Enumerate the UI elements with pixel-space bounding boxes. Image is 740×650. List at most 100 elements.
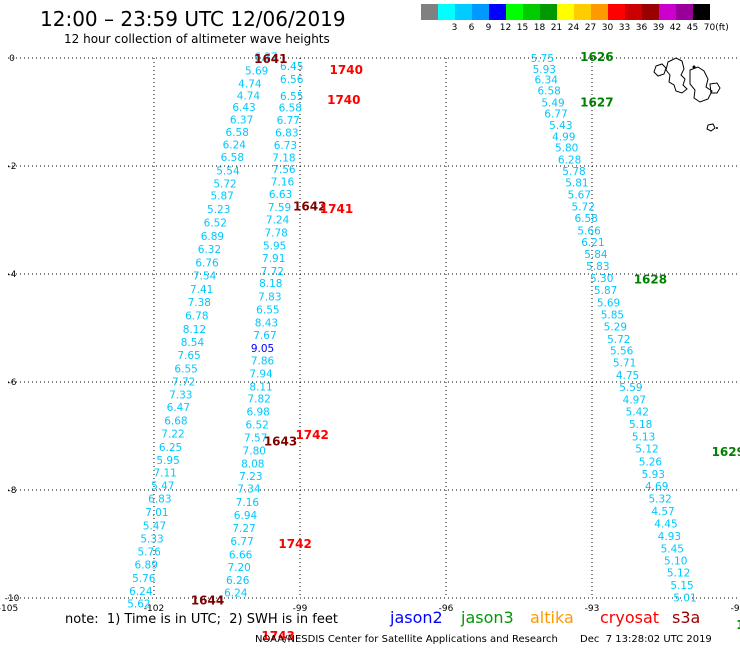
wave-height-value: 5.87: [594, 285, 617, 297]
pass-time-label: 1627: [580, 95, 613, 109]
pass-time-label: 1742: [278, 537, 311, 551]
footer-note: note: 1) Time is in UTC; 2) SWH is in fe…: [65, 612, 338, 627]
legend-swatch: [506, 4, 523, 20]
wave-height-value: 5.15: [670, 580, 693, 592]
legend-swatch: [676, 4, 693, 20]
wave-height-value: 5.47: [151, 481, 174, 493]
pass-time-label: 1643: [264, 434, 297, 448]
generated-timestamp: Dec 7 13:28:02 UTC 2019: [580, 634, 712, 645]
wave-height-value: 7.41: [190, 284, 213, 296]
wave-height-value: 5.95: [263, 240, 286, 252]
legend-swatch: [591, 4, 608, 20]
wave-height-value: 6.66: [229, 549, 253, 561]
wave-height-value: 7.56: [272, 164, 296, 176]
wave-height-value: 6.26: [226, 575, 250, 587]
wave-height-value: 7.23: [239, 471, 262, 483]
lat-tick-label: -4: [8, 270, 17, 280]
wave-height-value: 4.97: [623, 394, 646, 406]
wave-height-value: 6.25: [159, 442, 182, 454]
legend-swatch: [574, 4, 591, 20]
pass-time-label: 1: [736, 618, 740, 632]
legend-label: 30: [601, 23, 614, 33]
legend-swatch: [540, 4, 557, 20]
wave-height-value: 6.68: [164, 415, 187, 427]
legend-swatch: [625, 4, 642, 20]
wave-height-value: 6.56: [280, 74, 304, 86]
pass-time-label: 1628: [634, 272, 667, 286]
legend-swatch: [557, 4, 574, 20]
wave-height-value: 8.43: [255, 318, 278, 330]
wave-height-value: 6.47: [167, 402, 190, 414]
wave-height-value: 6.94: [234, 510, 258, 522]
wave-height-value: 6.55: [174, 364, 197, 376]
pass-time-label: 1742: [295, 428, 328, 442]
galapagos-coastline: [653, 57, 721, 132]
wave-height-value: 6.58: [226, 127, 249, 139]
satellite-name-s3a: s3a: [672, 608, 701, 627]
wave-height-value: 8.18: [259, 278, 282, 290]
wave-height-value: 4.74: [237, 90, 261, 102]
wave-height-value: 6.28: [558, 155, 581, 167]
wave-height-value: 7.67: [253, 330, 276, 342]
wave-height-value: 7.94: [249, 368, 273, 380]
island-outline: [653, 63, 667, 77]
wave-height-value: 5.12: [635, 443, 658, 455]
wave-height-value: 7.18: [272, 152, 295, 164]
wave-height-value: 6.24: [223, 139, 247, 151]
wave-height-value: 6.43: [232, 102, 255, 114]
satellite-name-jason3: jason3: [461, 608, 514, 627]
wave-height-value: 5.69: [245, 65, 268, 77]
wave-height-value: 7.33: [169, 389, 192, 401]
wave-height-value: 6.89: [135, 560, 158, 572]
wave-height-value: 6.76: [195, 258, 219, 270]
wave-height-value: 5.47: [143, 521, 166, 533]
island-outline: [706, 123, 716, 132]
wave-height-value: 7.86: [251, 355, 275, 367]
wave-height-value: 5.49: [541, 97, 564, 109]
wave-height-value: 5.59: [619, 382, 642, 394]
wave-height-value: 6.73: [274, 140, 297, 152]
wave-height-value: 5.87: [210, 191, 233, 203]
wave-height-value: 7.16: [236, 497, 260, 509]
wave-height-value: 6.83: [275, 128, 298, 140]
wave-height-value: 6.58: [574, 213, 597, 225]
wave-height-value: 7.80: [243, 446, 266, 458]
wave-height-value: 5.84: [584, 249, 608, 261]
wave-height-value: 6.58: [279, 103, 302, 115]
wave-height-value: 5.93: [642, 469, 665, 481]
wave-height-value: 7.72: [261, 266, 284, 278]
wave-height-value: 7.01: [145, 507, 168, 519]
island-outline: [709, 82, 721, 94]
wave-height-value: 5.72: [572, 202, 595, 214]
legend-label: 3: [451, 23, 458, 33]
pass-time-label: 1641: [254, 52, 287, 66]
wave-height-value: 4.99: [552, 131, 575, 143]
satellite-name-altika: altika: [530, 608, 574, 627]
wave-height-value: 5.95: [156, 455, 179, 467]
pass-time-label: 1741: [320, 202, 353, 216]
wave-height-value: 5.76: [132, 573, 156, 585]
wave-height-value: 5.42: [626, 407, 649, 419]
legend-swatch: [455, 4, 472, 20]
wave-height-value: 6.45: [280, 61, 303, 73]
island-outline: [689, 66, 713, 103]
lat-tick-label: 0: [9, 54, 15, 64]
wave-height-value: 6.52: [204, 218, 227, 230]
wave-height-value: 7.72: [172, 376, 195, 388]
legend-label: 45: [686, 23, 699, 33]
legend-label: 33: [618, 23, 631, 33]
legend-swatch: [659, 4, 676, 20]
wave-height-value: 9.05: [251, 343, 274, 355]
lat-tick-label: -2: [8, 162, 17, 172]
wave-height-value: 7.54: [193, 271, 217, 283]
pass-time-label: 1743: [261, 629, 294, 643]
wave-height-value: 5.62: [127, 598, 150, 610]
wave-height-value: 5.72: [213, 178, 236, 190]
wave-height-value: 5.78: [562, 166, 585, 178]
wave-height-value: 7.24: [266, 214, 290, 226]
wave-height-value: 5.10: [664, 556, 687, 568]
wave-height-value: 6.89: [201, 231, 224, 243]
wave-height-value: 5.12: [667, 568, 690, 580]
wave-height-value: 5.13: [632, 432, 655, 444]
wave-height-value: 4.75: [616, 370, 639, 382]
